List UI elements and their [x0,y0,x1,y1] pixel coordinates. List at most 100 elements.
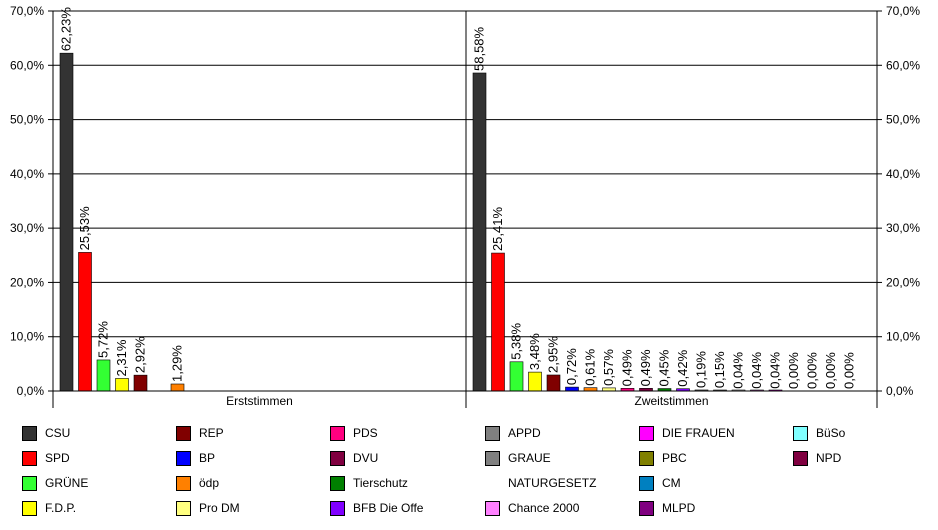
data-label: 0,49% [620,349,635,386]
election-bar-chart: 0,0%10,0%20,0%30,0%40,0%50,0%60,0%70,0% … [10,4,920,408]
legend-item: NPD [793,449,841,467]
legend-item: Tierschutz [330,474,408,492]
legend-swatch [22,450,37,466]
y-tick-label: 50,0% [10,113,44,127]
legend-label: PBC [662,451,687,465]
data-label: 25,53% [77,206,92,251]
legend-label: NATURGESETZ [508,476,597,490]
legend-label: BüSo [816,426,846,440]
legend-item: CM [639,474,681,492]
data-label: 0,04% [731,351,746,388]
data-label: 0,00% [786,352,801,389]
y-tick-label: 0,0% [886,384,914,398]
y-tick-label: 50,0% [886,113,920,127]
data-label: 0,00% [805,352,820,389]
gridlines [53,10,877,338]
bar-0-0 [59,52,74,392]
data-label: 0,15% [712,351,727,388]
data-label: 0,04% [749,351,764,388]
legend-item: CSU [22,424,70,442]
y-tick-label: 40,0% [10,167,44,181]
legend-label: DIE FRAUEN [662,426,735,440]
y-tick-label: 60,0% [886,58,920,72]
legend-label: SPD [45,451,70,465]
legend-label: Tierschutz [353,476,408,490]
y-tick-label: 70,0% [10,4,44,18]
y-tick-label: 10,0% [886,330,920,344]
data-label: 0,57% [601,349,616,386]
legend-item: Chance 2000 [485,499,579,517]
legend-swatch [176,500,191,516]
legend-swatch [22,475,37,491]
legend-swatch [639,500,654,516]
legend-item: DVU [330,449,378,467]
legend-item: PBC [639,449,687,467]
legend-label: BP [199,451,216,465]
legend-swatch [485,425,500,441]
legend-label: GRAUE [508,451,551,465]
data-label: 0,42% [675,349,690,386]
legend-item: F.D.P. [22,499,76,517]
legend-swatch [485,450,500,466]
legend-label: MLPD [662,501,696,515]
legend-item: MLPD [639,499,695,517]
legend-item: BüSo [793,424,845,442]
y-tick-label: 20,0% [10,275,44,289]
data-label: 0,61% [583,348,598,385]
panel-label: Erststimmen [226,394,293,408]
bar-1-4 [546,374,561,392]
y-axis-left: 0,0% 10,0% 20,0% 30,0% 40,0% 50,0% 60,0% 70,0% [10,4,53,398]
data-label: 0,49% [638,349,653,386]
data-label: 2,31% [114,339,129,376]
axes [52,11,878,408]
data-label: 2,92% [133,336,148,373]
legend-swatch [330,475,345,491]
legend-label: PDS [353,426,378,440]
legend-item: GRÜNE [22,474,88,492]
data-labels: 62,23% 25,53% 5,72%2,31% 2,92% 1,29% 58,58% 25… [59,7,857,389]
bars [59,52,783,392]
bar-1-5 [565,386,579,392]
y-tick-label: 20,0% [886,275,920,289]
y-tick-label: 40,0% [886,167,920,181]
legend-swatch [330,450,345,466]
legend-label: CM [662,476,681,490]
bar-0-1 [78,252,92,392]
y-tick-label: 70,0% [886,4,920,18]
legend-item: SPD [22,449,70,467]
legend-item: Pro DM [176,499,240,517]
bar-1-1 [491,252,505,392]
legend-item: BFB Die Offe [330,499,423,517]
legend-swatch [485,500,500,516]
legend-swatch [22,425,37,441]
data-label: 0,00% [823,352,838,389]
bar-0-4 [133,374,148,392]
data-label: 5,38% [509,322,524,359]
legend-swatch [639,425,654,441]
bar-1-0 [472,72,487,392]
panel-label: Zweitstimmen [634,394,708,408]
legend-swatch [793,425,808,441]
bar-0-6 [170,383,185,392]
data-label: 0,72% [564,348,579,385]
data-label: 25,41% [490,207,505,252]
legend-swatch [793,450,808,466]
legend-item: GRAUE [485,449,551,467]
legend-swatch [330,500,345,516]
y-tick-label: 0,0% [17,384,45,398]
legend-label: Chance 2000 [508,501,580,515]
bar-0-3 [115,378,129,392]
legend-item: ödp [176,474,219,492]
y-tick-label: 60,0% [10,58,44,72]
legend-item: DIE FRAUEN [639,424,735,442]
data-label: 0,19% [694,351,709,388]
legend-item: BP [176,449,215,467]
data-label: 0,00% [842,352,857,389]
legend-swatch [176,475,191,491]
y-tick-label: 30,0% [886,221,920,235]
legend-swatch [176,450,191,466]
legend-label: DVU [353,451,379,465]
data-label: 58,58% [472,26,487,71]
legend-label: Pro DM [199,501,240,515]
legend-swatch [22,500,37,516]
